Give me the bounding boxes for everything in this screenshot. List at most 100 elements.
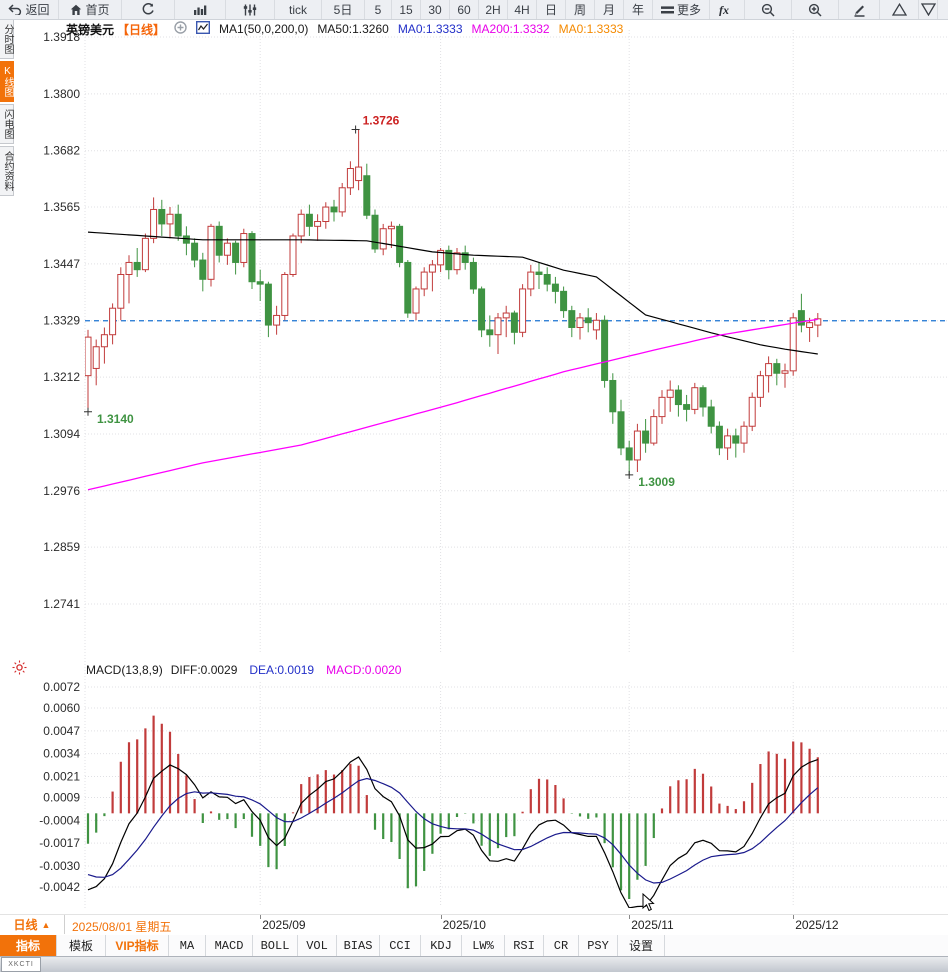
symbol-name: 英镑美元 xyxy=(66,22,115,37)
macd-axis-tick: 0.0047 xyxy=(43,724,80,738)
toolbar-item-label: 更多 xyxy=(676,3,701,17)
svg-text:fx: fx xyxy=(719,3,729,16)
low-price-annotation: 1.3009 xyxy=(638,475,675,489)
ma-button[interactable]: MA xyxy=(169,935,206,956)
ma0-blue-value: MA0:1.3333 xyxy=(397,22,463,36)
period-4h-button[interactable]: 4H xyxy=(508,0,537,19)
toolbar-item-label: 返回 xyxy=(25,3,50,17)
high-price-annotation: 1.3726 xyxy=(363,113,400,127)
back-button[interactable]: 返回 xyxy=(0,0,59,19)
period-60min-button[interactable]: 60 xyxy=(450,0,479,19)
refresh-icon xyxy=(141,3,155,16)
period-label: 日线 xyxy=(13,918,38,932)
period-15min-button[interactable]: 15 xyxy=(392,0,421,19)
macd-axis-tick: -0.0017 xyxy=(39,836,80,850)
toolbar-item-label: 周 xyxy=(573,3,586,17)
macd-macd-value: MACD:0.0020 xyxy=(326,663,402,677)
mouse-cursor xyxy=(642,892,655,915)
tab-timeshare[interactable]: 分时图 xyxy=(0,19,14,59)
toolbar-item-label: 15 xyxy=(399,2,413,17)
lwr-button[interactable]: LW% xyxy=(462,935,505,956)
macd-dea-value: DEA:0.0019 xyxy=(249,663,315,677)
window-footer-strip xyxy=(0,956,948,972)
boll-button[interactable]: BOLL xyxy=(253,935,298,956)
rsi-button[interactable]: RSI xyxy=(505,935,544,956)
vol-button[interactable]: VOL xyxy=(298,935,337,956)
indicator-button[interactable]: 指标 xyxy=(0,935,57,956)
time-axis-row: 日线 ▲ 2025/08/01 星期五 2025/09 2025/10 2025/1… xyxy=(0,914,948,936)
low-price-annotation: 1.3140 xyxy=(97,412,134,426)
month-tick-mark xyxy=(793,915,795,919)
period-week-button[interactable]: 周 xyxy=(566,0,595,19)
ma50-line xyxy=(87,231,818,355)
undo-arrow-icon xyxy=(8,4,22,15)
candle-style-button[interactable] xyxy=(226,0,275,19)
period-month-button[interactable]: 月 xyxy=(595,0,624,19)
draw-shape-button[interactable] xyxy=(919,0,938,19)
vip-indicator-button[interactable]: VIP指标 xyxy=(106,935,169,956)
period-5day-button[interactable]: 5日 xyxy=(322,0,365,19)
toolbar-item-label: 年 xyxy=(631,3,644,17)
more-button[interactable]: 更多 xyxy=(653,0,710,19)
price-axis-tick: 1.2976 xyxy=(43,484,80,498)
circle-plus-icon[interactable] xyxy=(174,21,187,37)
menu-icon xyxy=(660,5,674,15)
period-5min-button[interactable]: 5 xyxy=(365,0,392,19)
macd-button[interactable]: MACD xyxy=(206,935,253,956)
macd-axis-tick: -0.0004 xyxy=(39,813,80,827)
period-tick-button[interactable]: tick xyxy=(275,0,322,19)
price-axis-tick: 1.3800 xyxy=(43,87,80,101)
price-axis-tick: 1.3212 xyxy=(43,370,80,384)
toolbar-item-label: 60 xyxy=(457,2,471,17)
tab-kline[interactable]: K线图 xyxy=(0,61,14,102)
sliders-icon xyxy=(243,4,257,16)
candle-series xyxy=(85,129,822,475)
period-30min-button[interactable]: 30 xyxy=(421,0,450,19)
toolbar-item-label: tick xyxy=(289,2,307,17)
timeshare-chart-button[interactable] xyxy=(175,0,226,19)
period-2h-button[interactable]: 2H xyxy=(479,0,508,19)
month-tick-mark xyxy=(629,915,631,919)
macd-header: MACD(13,8,9) DIFF:0.0029 DEA:0.0019 MACD… xyxy=(86,663,401,677)
triangle-icon xyxy=(891,3,907,16)
template-button[interactable]: 模板 xyxy=(57,935,106,956)
chart-header: 英镑美元 【日线】 MA1(50,0,200,0) MA50:1.3260 MA… xyxy=(66,20,624,37)
settings-button[interactable]: 设置 xyxy=(618,935,665,956)
refresh-button[interactable] xyxy=(122,0,175,19)
indicator-settings-sun-icon[interactable] xyxy=(12,660,27,678)
ma0-orange-value: MA0:1.3333 xyxy=(558,22,624,36)
macd-panel xyxy=(86,715,819,908)
macd-dea-line xyxy=(87,777,819,884)
mini-chart-icon[interactable] xyxy=(196,20,211,37)
draw-pencil-button[interactable] xyxy=(839,0,880,19)
toolbar-item-label: 5日 xyxy=(333,3,353,17)
month-label: 2025/09 xyxy=(262,918,306,932)
macd-axis-tick: -0.0030 xyxy=(39,859,80,873)
cr-button[interactable]: CR xyxy=(544,935,579,956)
price-axis-tick: 1.2859 xyxy=(43,540,80,554)
draw-triangle-button[interactable] xyxy=(880,0,919,19)
tab-lightning[interactable]: 闪电图 xyxy=(0,104,14,144)
macd-title: MACD(13,8,9) xyxy=(86,663,163,677)
cci-button[interactable]: CCI xyxy=(380,935,421,956)
fx-function-button[interactable]: fx xyxy=(710,0,745,19)
kdj-button[interactable]: KDJ xyxy=(421,935,462,956)
fx-icon: fx xyxy=(717,3,737,16)
zoom-in-button[interactable] xyxy=(792,0,839,19)
home-button[interactable]: 首页 xyxy=(59,0,122,19)
zoom-out-button[interactable] xyxy=(745,0,792,19)
psy-button[interactable]: PSY xyxy=(579,935,618,956)
period-day-button[interactable]: 日 xyxy=(537,0,566,19)
period-year-button[interactable]: 年 xyxy=(624,0,653,19)
bias-button[interactable]: BIAS xyxy=(337,935,380,956)
top-toolbar: 返回 首页 tick 5日 5 15 30 60 2H 4H 日 周 月 年 更多 fx xyxy=(0,0,948,20)
bar-chart-icon xyxy=(193,4,207,16)
tab-contract-info[interactable]: 合约资料 xyxy=(0,146,14,196)
price-axis-tick: 1.3565 xyxy=(43,200,80,214)
macd-axis-tick: 0.0009 xyxy=(43,791,80,805)
period-selector[interactable]: 日线 ▲ xyxy=(0,915,65,934)
toolbar-item-label: 月 xyxy=(602,3,615,17)
macd-diff-line xyxy=(87,756,818,908)
macd-axis-tick: 0.0072 xyxy=(43,680,80,694)
